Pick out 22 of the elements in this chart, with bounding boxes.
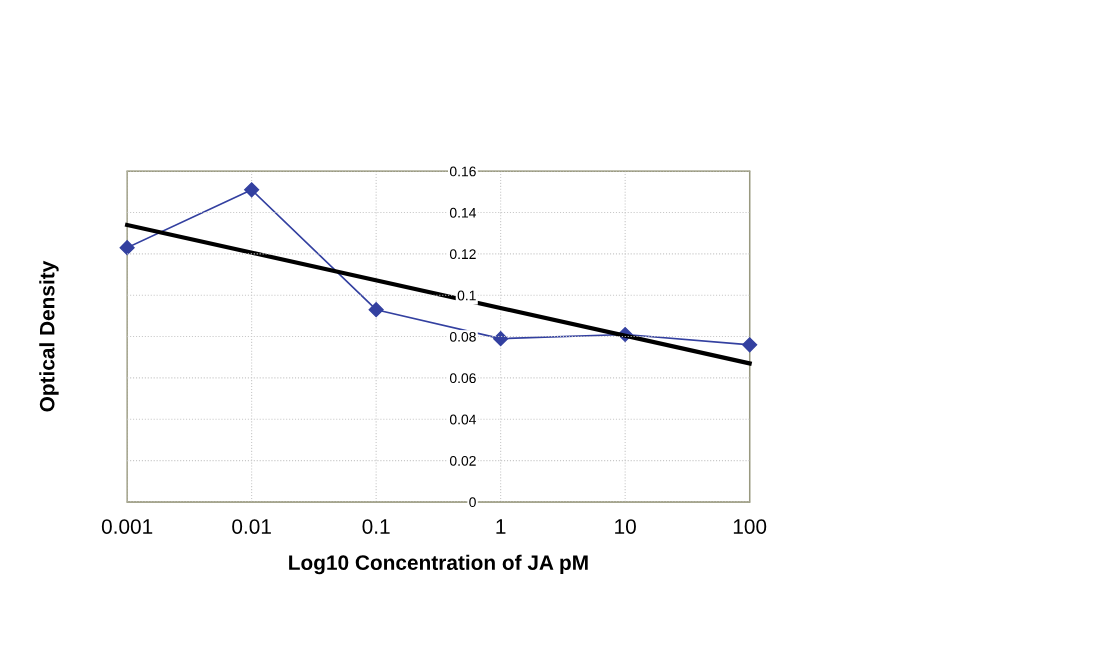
y-tick-label: 0 <box>469 497 476 508</box>
x-tick-label: 0.01 <box>232 519 271 534</box>
x-tick-label: 100 <box>733 519 767 534</box>
y-tick-label: 0.14 <box>449 207 477 218</box>
point <box>368 302 384 318</box>
y-tick-label: 0.12 <box>449 249 476 260</box>
y-axis-title: Optical Density <box>39 260 59 412</box>
y-tick-label: 0.04 <box>449 414 477 425</box>
x-tick-label: 10 <box>615 519 636 534</box>
y-tick-label: 0.02 <box>449 455 476 466</box>
x-tick-label: 0.001 <box>101 519 153 534</box>
y-tick-label: 0.16 <box>449 166 476 177</box>
point <box>244 182 260 198</box>
point <box>493 331 509 347</box>
point <box>119 240 135 256</box>
x-tick-label: 1 <box>496 519 506 534</box>
point <box>742 337 758 353</box>
x-tick-label: 0.1 <box>362 519 390 534</box>
y-tick-label: 0.08 <box>449 331 476 342</box>
y-tick-label: 0.06 <box>449 373 476 384</box>
y-tick-label: 0.1 <box>457 290 476 301</box>
x-axis-title: Log10 Concentration of JA pM <box>289 554 588 575</box>
